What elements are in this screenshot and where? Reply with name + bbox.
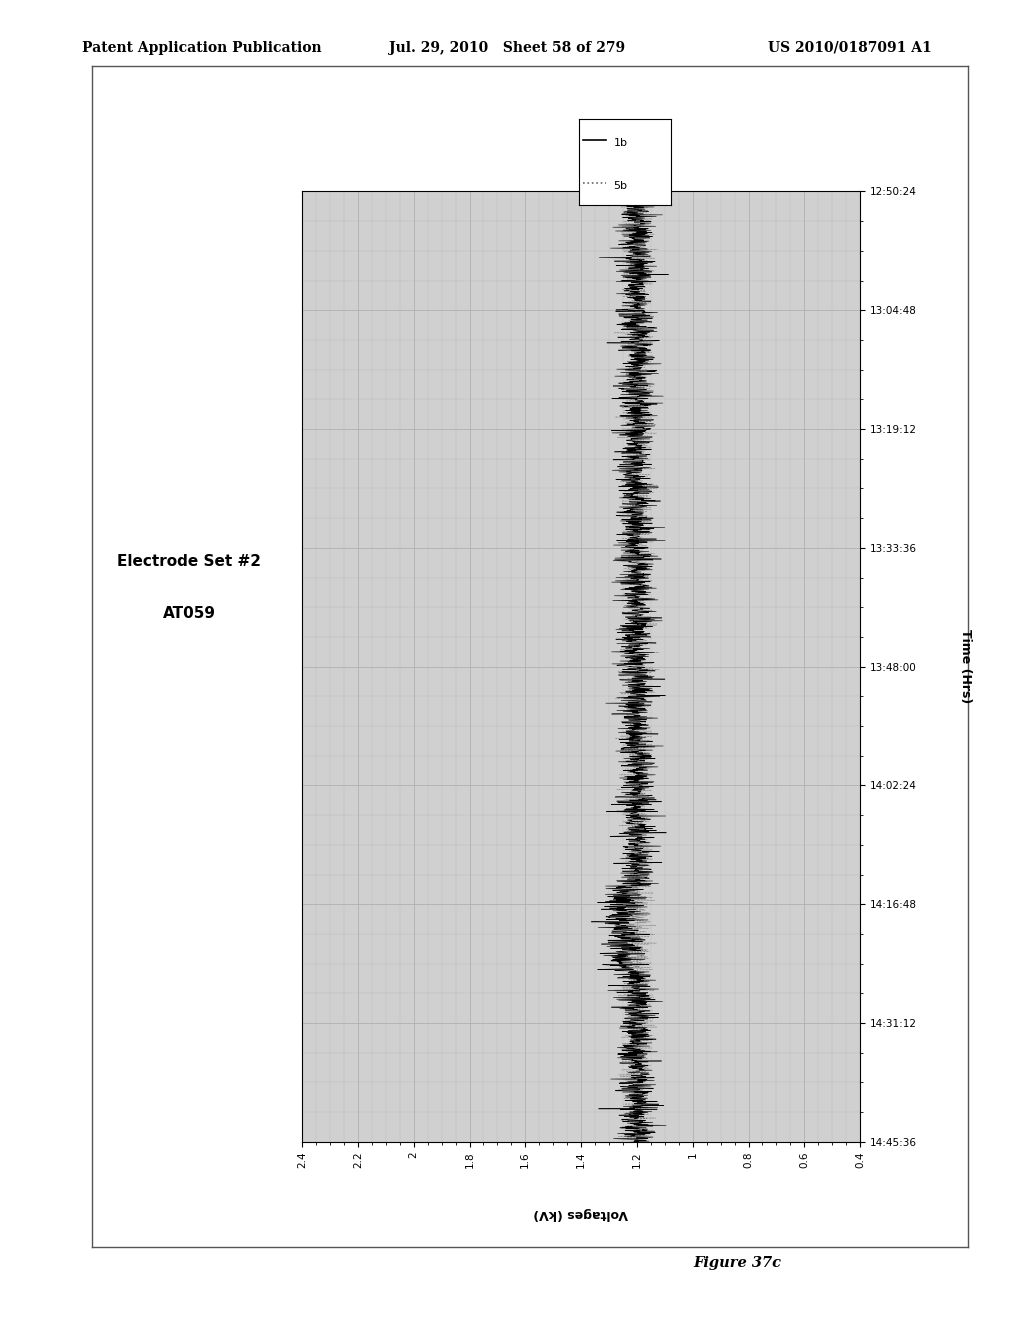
Text: Figure 37c: Figure 37c (693, 1255, 781, 1270)
Text: 5b: 5b (613, 181, 628, 190)
Y-axis label: Time (Hrs): Time (Hrs) (959, 630, 973, 704)
Text: 1b: 1b (613, 137, 628, 148)
Text: US 2010/0187091 A1: US 2010/0187091 A1 (768, 41, 932, 55)
Text: Patent Application Publication: Patent Application Publication (82, 41, 322, 55)
X-axis label: Voltages (kV): Voltages (kV) (534, 1206, 629, 1220)
Text: Electrode Set #2: Electrode Set #2 (118, 553, 261, 569)
Text: AT059: AT059 (163, 606, 216, 622)
Text: Jul. 29, 2010   Sheet 58 of 279: Jul. 29, 2010 Sheet 58 of 279 (389, 41, 626, 55)
